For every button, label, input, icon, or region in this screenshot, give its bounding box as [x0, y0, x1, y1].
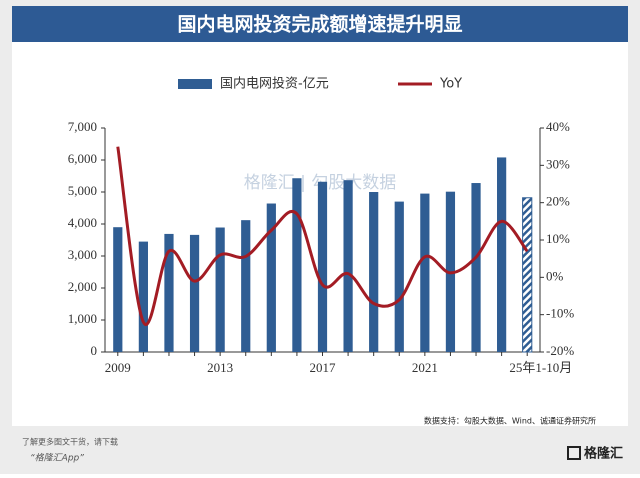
footer-line: “格隆汇App”: [30, 453, 84, 464]
bar: [394, 201, 404, 352]
logo-icon: [567, 446, 581, 460]
bar: [317, 181, 328, 352]
y2-tick-label: 40%: [546, 119, 570, 134]
y-tick-label: 7,000: [68, 119, 97, 134]
y-tick-label: 6,000: [68, 151, 97, 166]
y-tick-label: 1,000: [68, 311, 97, 326]
x-tick-label: 2017: [310, 360, 337, 375]
bar: [189, 234, 200, 352]
y-tick-label: 2,000: [68, 279, 97, 294]
y2-tick-label: 30%: [546, 156, 570, 171]
y-tick-label: 0: [91, 343, 98, 358]
legend-label: YoY: [439, 77, 462, 92]
bar: [215, 227, 225, 352]
y-tick-label: 3,000: [68, 247, 97, 262]
bar: [241, 220, 251, 352]
title-bar: [12, 6, 628, 42]
bar: [497, 157, 507, 352]
chart-title: 国内电网投资完成额增速提升明显: [177, 13, 462, 36]
legend-swatch: [178, 79, 212, 89]
bar: [471, 183, 481, 352]
bar: [138, 241, 148, 352]
x-tick-label: 2009: [105, 360, 131, 375]
bar: [266, 203, 276, 352]
y-tick-label: 5,000: [68, 183, 97, 198]
x-tick-label: 2021: [412, 360, 438, 375]
y2-tick-label: 0%: [546, 268, 564, 283]
x-tick-label: 2013: [207, 360, 233, 375]
y2-tick-label: -20%: [546, 343, 574, 358]
bar: [164, 233, 174, 352]
bar: [420, 193, 430, 352]
x-tick-label: 25年1-10月: [509, 360, 572, 375]
y2-tick-label: -10%: [546, 306, 574, 321]
logo: 格隆汇: [584, 446, 623, 462]
bar: [522, 197, 533, 353]
footer-line: 了解更多图文干货，请下载: [22, 437, 118, 447]
y-tick-label: 4,000: [68, 215, 97, 230]
bar: [369, 192, 379, 352]
y2-tick-label: 10%: [546, 231, 570, 246]
y2-tick-label: 20%: [546, 194, 570, 209]
source: 数据支持：勾股大数据、Wind、诚通证券研究所: [424, 416, 596, 426]
bar: [292, 178, 302, 352]
legend-label: 国内电网投资-亿元: [220, 76, 329, 92]
bar: [113, 227, 123, 352]
bar: [343, 180, 353, 352]
line: [116, 146, 529, 327]
